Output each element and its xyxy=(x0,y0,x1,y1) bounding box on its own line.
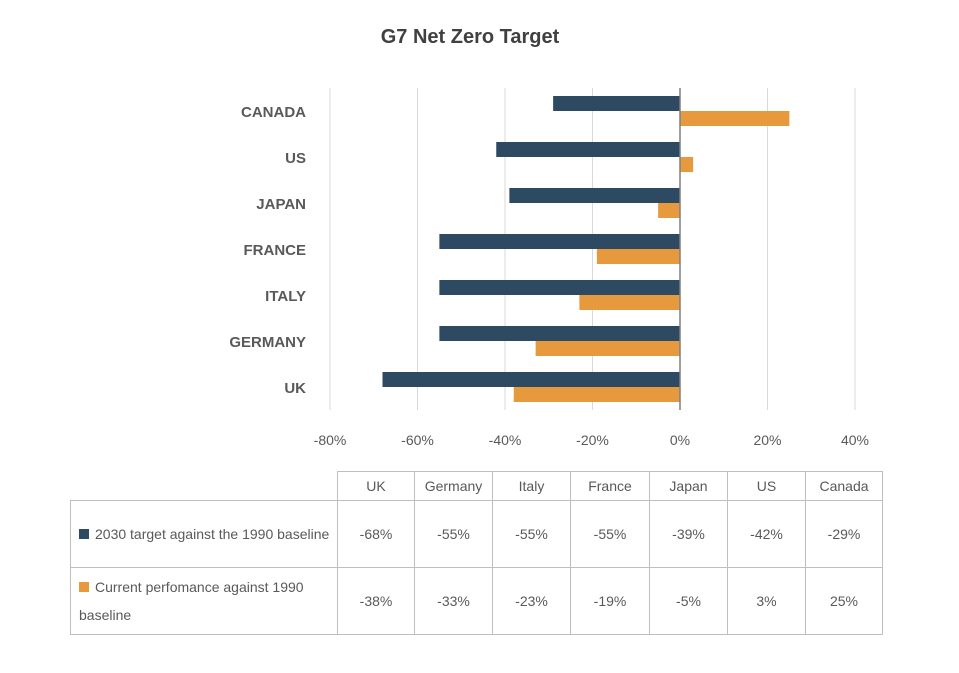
bar-current-us xyxy=(680,157,694,172)
x-tick-label: 40% xyxy=(841,432,869,448)
category-label: FRANCE xyxy=(244,242,307,259)
col-header: US xyxy=(727,471,806,501)
category-label: UK xyxy=(284,380,306,397)
row-label-text: 2030 target against the 1990 baseline xyxy=(95,526,330,542)
x-tick-label: -20% xyxy=(576,432,609,448)
table-header-row: UK Germany Italy France Japan US Canada xyxy=(70,471,883,501)
x-tick-label: 0% xyxy=(670,432,690,448)
table-cell: -68% xyxy=(337,500,415,568)
table-cell: -19% xyxy=(570,567,650,635)
bar-chart: CANADA US JAPAN FRANCE ITALY GERMANY UK -80% -6… xyxy=(229,88,869,448)
table-cell: -55% xyxy=(492,500,571,568)
x-tick-label: -40% xyxy=(489,432,522,448)
bars xyxy=(382,88,790,410)
bar-current-japan xyxy=(658,203,680,218)
table-row: Current perfomance against 1990 baseline… xyxy=(70,567,883,635)
bar-current-france xyxy=(596,249,680,264)
legend-swatch-current xyxy=(79,582,89,592)
bar-target-france xyxy=(439,234,680,249)
table-cell: 3% xyxy=(727,567,806,635)
data-table: UK Germany Italy France Japan US Canada … xyxy=(70,471,883,635)
category-label: US xyxy=(285,150,306,167)
table-corner xyxy=(70,471,338,501)
bar-target-germany xyxy=(439,326,680,341)
table-cell: -42% xyxy=(727,500,806,568)
row-label: 2030 target against the 1990 baseline xyxy=(70,500,338,568)
category-label: ITALY xyxy=(265,288,306,305)
bar-current-italy xyxy=(579,295,680,310)
col-header: UK xyxy=(337,471,415,501)
bar-target-uk xyxy=(382,372,680,387)
x-tick-label: -80% xyxy=(314,432,347,448)
table-cell: -5% xyxy=(649,567,728,635)
x-tick-label: 20% xyxy=(753,432,781,448)
legend-swatch-target xyxy=(79,529,89,539)
col-header: France xyxy=(570,471,650,501)
table-cell: -55% xyxy=(414,500,493,568)
row-label: Current perfomance against 1990 baseline xyxy=(70,567,338,635)
table-row: 2030 target against the 1990 baseline -6… xyxy=(70,500,883,568)
table-cell: -23% xyxy=(492,567,571,635)
table-cell: 25% xyxy=(805,567,883,635)
table-cell: -55% xyxy=(570,500,650,568)
row-label-text: Current perfomance against 1990 baseline xyxy=(79,579,304,623)
table-cell: -39% xyxy=(649,500,728,568)
bar-current-germany xyxy=(535,341,680,356)
x-tick-labels: -80% -60% -40% -20% 0% 20% 40% xyxy=(314,432,869,448)
table-cell: -38% xyxy=(337,567,415,635)
table-cell: -33% xyxy=(414,567,493,635)
bar-current-canada xyxy=(680,111,790,126)
col-header: Germany xyxy=(414,471,493,501)
bar-target-italy xyxy=(439,280,680,295)
category-label: JAPAN xyxy=(256,196,306,213)
table-cell: -29% xyxy=(805,500,883,568)
col-header: Italy xyxy=(492,471,571,501)
col-header: Japan xyxy=(649,471,728,501)
chart-title: G7 Net Zero Target xyxy=(380,26,560,48)
category-label: GERMANY xyxy=(229,334,306,351)
category-label: CANADA xyxy=(241,104,306,121)
bar-current-uk xyxy=(513,387,680,402)
bar-target-japan xyxy=(509,188,680,203)
bar-target-canada xyxy=(553,96,680,111)
x-tick-label: -60% xyxy=(401,432,434,448)
category-labels: CANADA US JAPAN FRANCE ITALY GERMANY UK xyxy=(229,104,306,397)
col-header: Canada xyxy=(805,471,883,501)
bar-target-us xyxy=(496,142,680,157)
